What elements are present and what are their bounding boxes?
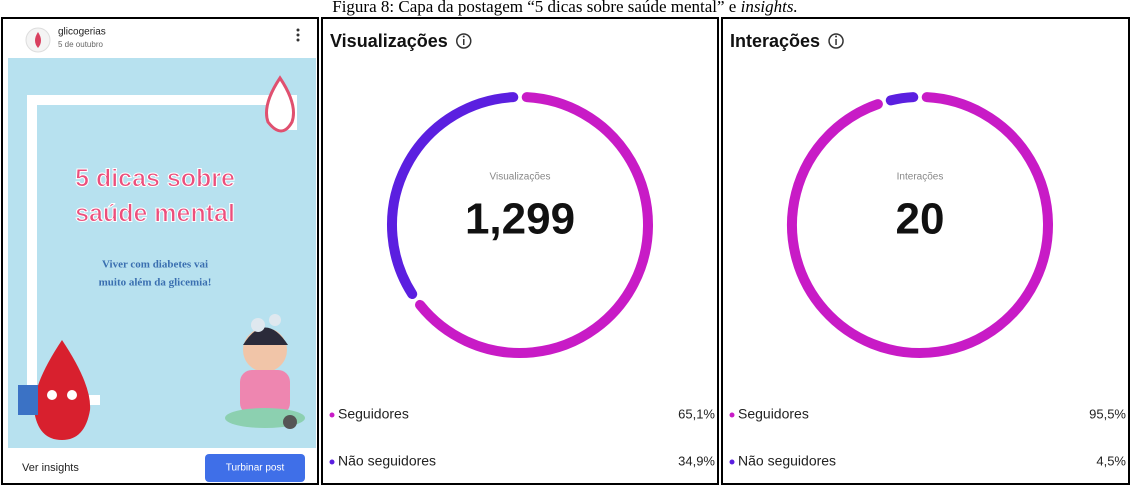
panel-title: Visualizações	[330, 31, 448, 51]
info-icon-dot	[835, 35, 838, 38]
person-hair	[243, 327, 288, 345]
donut-segment	[787, 92, 1053, 358]
info-icon-dot	[462, 35, 465, 38]
post-date: 5 de outubro	[58, 40, 103, 49]
caption: Figura 8: Capa da postagem “5 dicas sobr…	[332, 0, 798, 16]
info-icon	[456, 33, 472, 49]
legend-label: Seguidores	[738, 406, 809, 422]
center-total: 1,299	[465, 195, 575, 244]
insights-panel: Visualizações Seguidores 65,1% Não seguidor…	[321, 17, 719, 485]
legend-dot	[729, 459, 735, 465]
caption-text: Figura 8: Capa da postagem “5 dicas sobr…	[332, 0, 740, 16]
eye	[67, 390, 77, 400]
center-label: Interações	[897, 172, 944, 183]
legend-dot	[329, 459, 335, 465]
info-icon	[828, 33, 844, 49]
thought	[269, 314, 281, 326]
person-body	[240, 370, 290, 415]
insights-panel: Interações Seguidores 95,5% Não seguidores 4…	[721, 17, 1130, 485]
panel-border	[321, 17, 719, 485]
menu-icon[interactable]	[296, 28, 300, 42]
post-panel: glicogerias 5 de outubro 5 dicas sobre s…	[1, 17, 319, 485]
legend-label: Não seguidores	[738, 453, 836, 469]
insights-link[interactable]: Ver insights	[22, 462, 79, 474]
donut-segment	[415, 92, 653, 358]
headline: 5 dicas sobre	[75, 165, 235, 193]
person-badge	[283, 415, 297, 429]
boost-button-label[interactable]: Turbinar post	[226, 463, 285, 474]
account-name: glicogerias	[58, 27, 106, 38]
legend-value: 34,9%	[678, 453, 715, 468]
donut-segment	[885, 92, 919, 106]
legend-value: 95,5%	[1089, 406, 1126, 421]
legend-dot	[329, 412, 335, 418]
headline: saúde mental	[75, 200, 235, 228]
legend-value: 4,5%	[1096, 453, 1126, 468]
panel-title: Interações	[730, 31, 820, 51]
legend-value: 65,1%	[678, 406, 715, 421]
subtitle: Viver com diabetes vai	[102, 259, 208, 271]
logo-drop	[265, 75, 295, 133]
center-label: Visualizações	[490, 172, 551, 183]
eye	[47, 390, 57, 400]
legend-label: Seguidores	[338, 406, 409, 422]
boost-button[interactable]	[205, 454, 305, 482]
thought	[251, 318, 265, 332]
avatar-icon	[35, 32, 41, 48]
glucometer	[18, 385, 38, 415]
drop-character	[33, 340, 91, 440]
center-total: 20	[896, 195, 945, 244]
subtitle: muito além da glicemia!	[99, 277, 212, 289]
legend-dot	[729, 412, 735, 418]
legend-label: Não seguidores	[338, 453, 436, 469]
donut-segment	[387, 92, 519, 300]
caption-emphasis: insights.	[741, 0, 798, 16]
